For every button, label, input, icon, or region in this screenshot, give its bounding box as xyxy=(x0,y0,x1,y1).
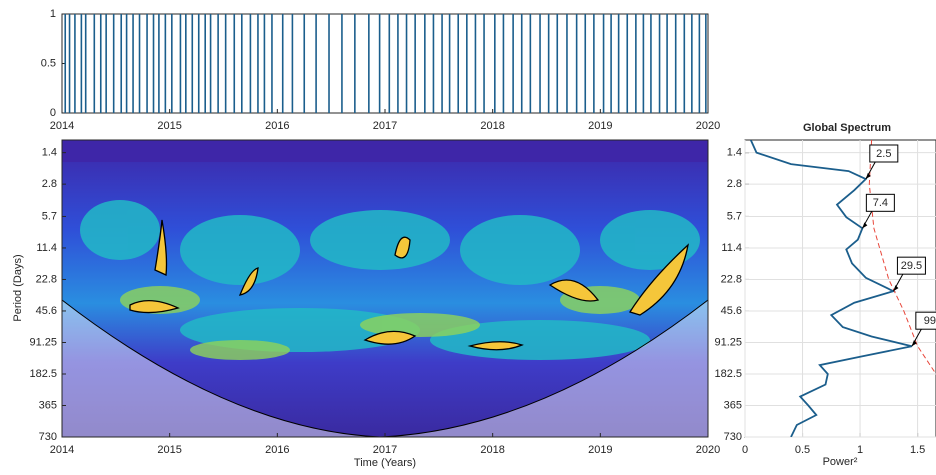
page: Time (Years) Period (Days) Global Spectr… xyxy=(0,0,936,470)
y-tick-label: 1 xyxy=(50,8,56,20)
peak-arrowhead xyxy=(862,222,867,228)
x-tick-label: 2020 xyxy=(696,120,720,132)
x-tick-label: 2019 xyxy=(588,120,612,132)
y-axis-label: Period (Days) xyxy=(12,254,24,321)
spectrum-title: Global Spectrum xyxy=(803,122,891,134)
x-tick-label: 2018 xyxy=(480,444,504,456)
x-tick-label: 0 xyxy=(742,444,748,456)
peak-label: 2.5 xyxy=(876,148,891,160)
y-tick-label: 182.5 xyxy=(29,368,57,380)
y-tick-label: 730 xyxy=(724,431,742,443)
peak-label: 7.4 xyxy=(873,197,888,209)
x-tick-label: 1.5 xyxy=(910,444,925,456)
y-tick-label: 91.25 xyxy=(29,336,57,348)
y-tick-label: 45.6 xyxy=(36,305,57,317)
x-tick-label: 2017 xyxy=(373,444,397,456)
peak-label: 99 xyxy=(924,315,936,327)
x-tick-label: 2015 xyxy=(157,444,181,456)
y-tick-label: 0 xyxy=(50,107,56,119)
x-tick-label: 2020 xyxy=(696,444,720,456)
y-tick-label: 0.5 xyxy=(41,57,56,69)
y-tick-label: 365 xyxy=(39,399,57,411)
scalogram xyxy=(62,140,708,437)
y-tick-label: 2.8 xyxy=(42,178,57,190)
figure: Time (Years) Period (Days) Global Spectr… xyxy=(0,0,936,470)
x-axis-label: Time (Years) xyxy=(354,457,416,469)
y-tick-label: 730 xyxy=(39,431,57,443)
y-tick-label: 1.4 xyxy=(727,147,742,159)
x-tick-label: 2015 xyxy=(157,120,181,132)
peak-arrowhead xyxy=(893,285,898,291)
y-tick-label: 365 xyxy=(724,399,742,411)
y-tick-label: 11.4 xyxy=(36,242,57,254)
y-tick-label: 22.8 xyxy=(721,273,742,285)
y-tick-label: 91.25 xyxy=(714,336,742,348)
y-tick-label: 22.8 xyxy=(36,273,57,285)
x-tick-label: 2016 xyxy=(265,444,289,456)
x-tick-label: 0.5 xyxy=(795,444,810,456)
x-tick-label: 2017 xyxy=(373,120,397,132)
y-tick-label: 11.4 xyxy=(721,242,742,254)
y-tick-label: 5.7 xyxy=(42,210,57,222)
x-tick-label: 2018 xyxy=(480,120,504,132)
y-tick-label: 1.4 xyxy=(42,147,57,159)
x-tick-label: 2019 xyxy=(588,444,612,456)
y-tick-label: 5.7 xyxy=(727,210,742,222)
x-tick-label: 2016 xyxy=(265,120,289,132)
y-tick-label: 2.8 xyxy=(727,178,742,190)
x-tick-label: 2014 xyxy=(50,120,74,132)
x-tick-label: 2014 xyxy=(50,444,74,456)
y-tick-label: 45.6 xyxy=(721,305,742,317)
x-tick-label: 1 xyxy=(857,444,863,456)
y-tick-label: 182.5 xyxy=(714,368,742,380)
spectrum-x-label: Power² xyxy=(823,456,858,468)
peak-label: 29.5 xyxy=(901,260,922,272)
